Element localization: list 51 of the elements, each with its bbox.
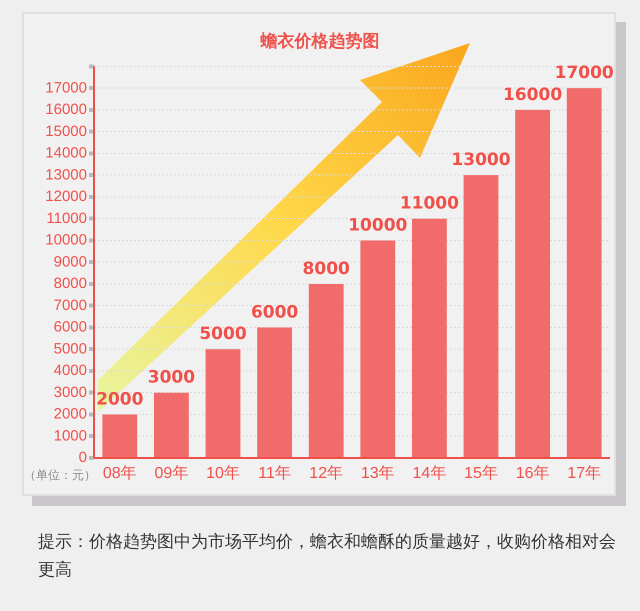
data-label: 5000 xyxy=(199,324,247,344)
y-tick-label: 15000 xyxy=(45,122,87,140)
y-tick-label: 12000 xyxy=(45,188,87,206)
x-tick-label: 12年 xyxy=(309,465,344,482)
data-label: 10000 xyxy=(348,215,408,236)
bar xyxy=(206,349,240,458)
y-tick-label: 16000 xyxy=(45,101,87,118)
x-tick-label: 11年 xyxy=(258,465,291,482)
x-tick-label: 17年 xyxy=(567,465,602,482)
chart-title: 蟾衣价格趋势图 xyxy=(260,32,380,52)
y-tick-label: 10000 xyxy=(45,232,87,249)
y-tick-label: 9000 xyxy=(54,253,87,270)
bar xyxy=(154,392,189,458)
y-tick-label: 7000 xyxy=(54,296,87,314)
x-tick-label: 13年 xyxy=(360,465,395,482)
data-label: 13000 xyxy=(451,150,511,170)
x-tick-label: 16年 xyxy=(516,465,550,482)
data-label: 3000 xyxy=(148,368,196,388)
data-label: 6000 xyxy=(250,302,298,322)
x-tick-label: 08年 xyxy=(102,465,137,482)
y-tick-label: 3000 xyxy=(54,384,87,401)
y-tick-label: 13000 xyxy=(45,166,87,184)
bar xyxy=(464,175,498,458)
x-tick-label: 14年 xyxy=(412,465,446,482)
x-tick-label: 10年 xyxy=(206,465,240,482)
data-label: 17000 xyxy=(554,63,614,84)
y-tick-label: 1000 xyxy=(54,427,87,444)
y-tick-label: 17000 xyxy=(45,79,87,96)
y-tick-label: 6000 xyxy=(54,318,87,336)
x-tick-label: 15年 xyxy=(464,465,498,482)
y-tick-label: 2000 xyxy=(54,406,87,423)
x-tick-label: 09年 xyxy=(154,465,188,482)
data-label: 11000 xyxy=(400,194,460,214)
data-label: 8000 xyxy=(302,258,350,279)
y-tick-label: 8000 xyxy=(54,275,87,292)
bar xyxy=(515,110,550,458)
y-tick-label: 0 xyxy=(78,449,87,466)
y-tick-label: 4000 xyxy=(54,362,87,380)
y-tick-label: 5000 xyxy=(54,340,87,358)
y-tick-label: 14000 xyxy=(45,144,87,162)
y-tick-label: 11000 xyxy=(46,210,87,227)
data-label: 16000 xyxy=(503,84,562,105)
data-label: 2000 xyxy=(96,389,144,410)
bar xyxy=(360,240,396,458)
y-axis-title: （单位：元） xyxy=(24,468,96,482)
text: 提示：价格趋势图中为市场平均价，蟾衣和蟾酥的质量越好，收购价格相对会更高 xyxy=(38,531,617,582)
bar xyxy=(257,327,292,458)
bar xyxy=(102,414,138,458)
bar xyxy=(308,284,344,458)
bar xyxy=(412,218,447,458)
bar xyxy=(566,88,602,458)
